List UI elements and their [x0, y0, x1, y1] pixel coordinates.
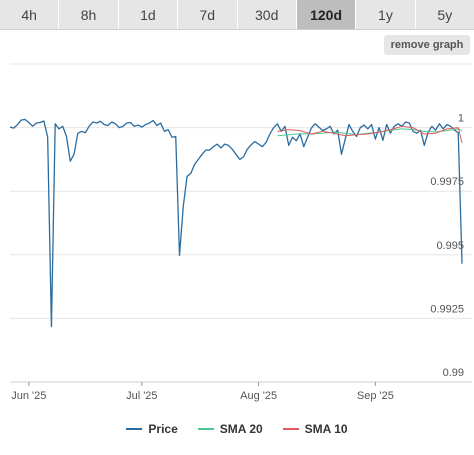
- tab-120d[interactable]: 120d: [296, 0, 357, 29]
- legend-swatch-sma10: [282, 428, 299, 430]
- legend-label-sma20: SMA 20: [219, 422, 263, 436]
- remove-graph-button[interactable]: remove graph: [384, 35, 470, 55]
- price-chart: 0.99 0.9925 0.995 0.9975 1 Jun '25 Jul '25 Aug …: [9, 63, 472, 402]
- tab-7d[interactable]: 7d: [178, 0, 238, 29]
- sma10-line: [277, 125, 463, 143]
- x-tick-label: Aug '25: [240, 390, 277, 402]
- time-range-tabs: 4h 8h 1d 7d 30d 120d 1y 5y: [0, 0, 474, 30]
- axes: 0.99 0.9925 0.995 0.9975 1 Jun '25 Jul '25 Aug …: [10, 113, 472, 402]
- legend-label-price: Price: [148, 422, 178, 436]
- tab-8h[interactable]: 8h: [59, 0, 119, 29]
- legend: Price SMA 20 SMA 10: [0, 420, 474, 438]
- y-tick-label: 0.9975: [430, 176, 464, 188]
- legend-item-price[interactable]: Price: [126, 422, 178, 436]
- x-tick-label: Jul '25: [126, 390, 157, 402]
- legend-swatch-price: [126, 428, 143, 430]
- x-tick-label: Sep '25: [357, 390, 394, 402]
- y-tick-label: 0.99: [443, 367, 464, 379]
- y-tick-label: 0.9925: [430, 303, 464, 315]
- legend-label-sma10: SMA 10: [304, 422, 348, 436]
- grid: [10, 63, 472, 383]
- legend-item-sma10[interactable]: SMA 10: [282, 422, 348, 436]
- x-tick-label: Jun '25: [11, 390, 46, 402]
- tab-1d[interactable]: 1d: [119, 0, 179, 29]
- legend-item-sma20[interactable]: SMA 20: [197, 422, 263, 436]
- price-line: [9, 118, 463, 328]
- legend-swatch-sma20: [197, 428, 214, 430]
- series-lines: [9, 118, 463, 328]
- tab-4h[interactable]: 4h: [0, 0, 60, 29]
- tab-30d[interactable]: 30d: [238, 0, 297, 29]
- y-tick-label: 0.995: [436, 240, 464, 252]
- tab-1y[interactable]: 1y: [356, 0, 416, 29]
- y-tick-label: 1: [458, 113, 464, 125]
- tab-5y[interactable]: 5y: [437, 6, 453, 23]
